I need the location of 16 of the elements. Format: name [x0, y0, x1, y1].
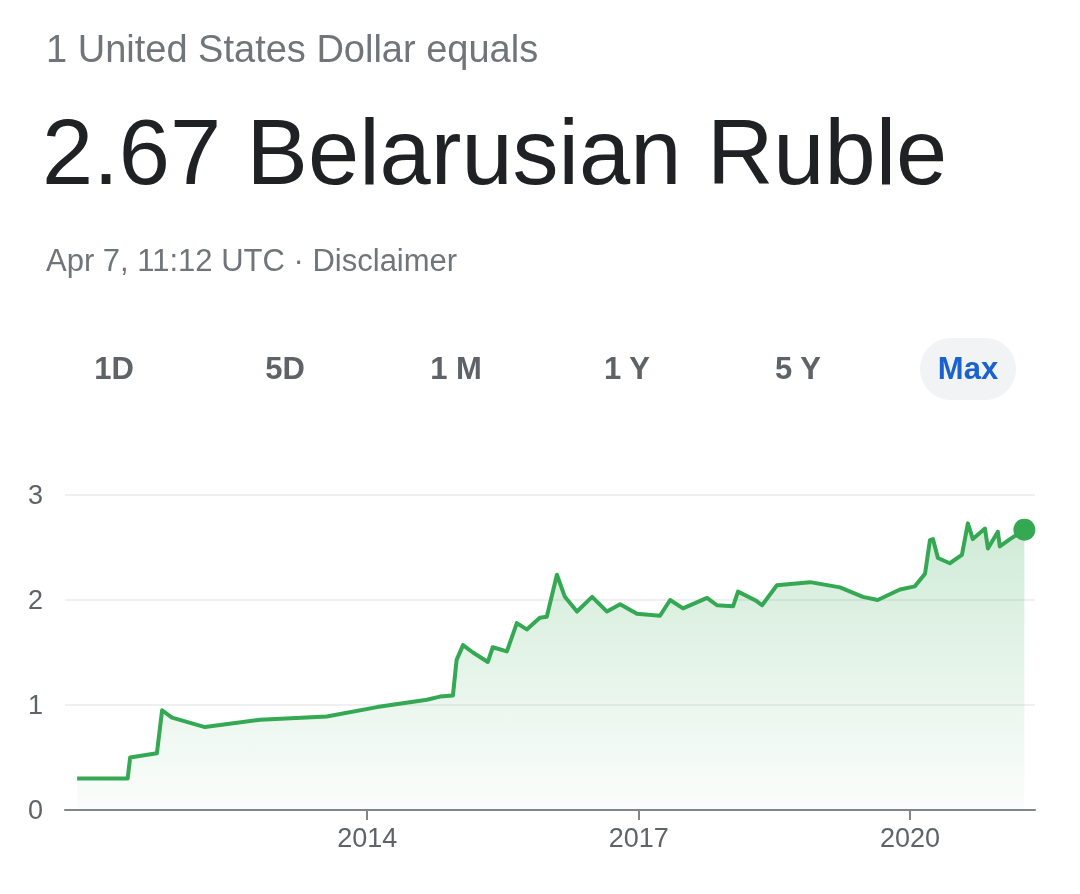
- text: 1 Y: [603, 350, 651, 388]
- y-tick-label: 3: [27, 480, 43, 510]
- text: Max: [920, 338, 1016, 400]
- x-tick-label: 2014: [337, 822, 398, 853]
- x-tick-label: 2020: [879, 822, 940, 853]
- y-tick-label: 2: [27, 585, 43, 615]
- chart-title: 2.67 Belarusian Ruble: [42, 100, 948, 205]
- text: 5D: [264, 350, 306, 388]
- chart-subtitle: 1 United States Dollar equals: [46, 28, 539, 71]
- text: Apr 7, 11:12 UTC · Disclaimer: [46, 243, 458, 279]
- text: 1D: [93, 350, 135, 388]
- text: 1 M: [429, 350, 483, 388]
- text: 5 Y: [774, 350, 822, 388]
- y-tick-label: 0: [27, 795, 43, 825]
- x-tick-label: 2017: [608, 822, 669, 853]
- y-tick-label: 1: [27, 690, 43, 720]
